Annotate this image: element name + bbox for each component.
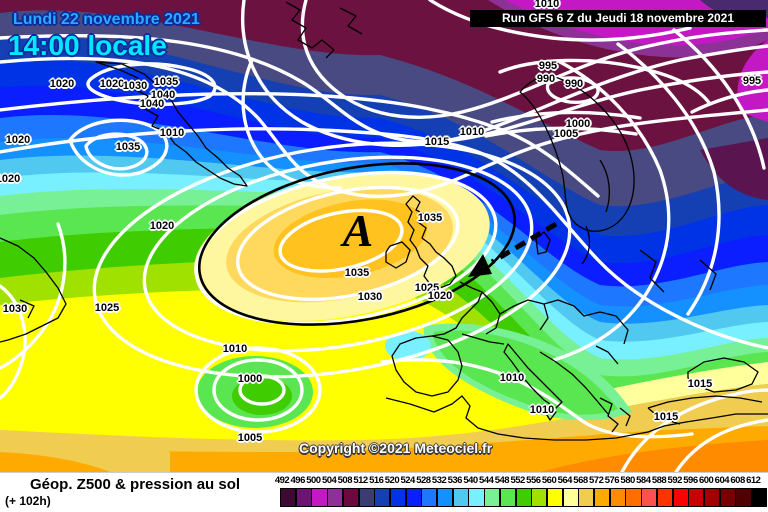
- scale-block: [673, 489, 688, 506]
- scale-block: [563, 489, 578, 506]
- scale-value: 576: [604, 475, 620, 486]
- scale-value: 500: [306, 475, 321, 486]
- high-pressure-marker: A: [342, 205, 374, 256]
- scale-value: 580: [620, 475, 635, 486]
- high-annotation: [197, 162, 558, 326]
- scale-value: 516: [369, 475, 384, 486]
- scale-block: [406, 489, 421, 506]
- scale-value: 604: [714, 475, 730, 486]
- scale-value: 548: [494, 475, 510, 486]
- scale-block: [500, 489, 515, 506]
- forecast-time: 14:00 locale: [8, 29, 167, 61]
- scale-block: [312, 489, 327, 506]
- scale-value: 496: [290, 475, 306, 486]
- scale-value: 528: [416, 475, 431, 486]
- scale-value: 544: [479, 475, 494, 486]
- scale-block: [453, 489, 468, 506]
- scale-value: 504: [321, 475, 337, 486]
- scale-value: 560: [541, 475, 557, 486]
- scale-block: [595, 489, 610, 506]
- scale-block: [532, 489, 547, 506]
- chart-title: Géop. Z500 & pression au sol: [30, 476, 241, 493]
- scale-block: [328, 489, 343, 506]
- scale-block: [343, 489, 358, 506]
- scale-value: 608: [730, 475, 745, 486]
- scale-block: [422, 489, 437, 506]
- scale-block: [752, 489, 767, 506]
- scale-block: [359, 489, 374, 506]
- copyright-text: Copyright ©2021 Meteociel.fr: [299, 440, 493, 456]
- scale-value: 600: [698, 475, 714, 486]
- scale-block: [547, 489, 563, 506]
- scale-block: [485, 489, 500, 506]
- scale-value: 592: [667, 475, 683, 486]
- scale-block: [704, 489, 720, 506]
- map-canvas: 1020102010301035104010401010102010351020…: [0, 0, 768, 472]
- scale-value: 552: [510, 475, 525, 486]
- contour-lines: [0, 0, 768, 472]
- scale-value: 492: [274, 475, 290, 486]
- flow-arrow-shaft: [490, 221, 558, 265]
- scale-value: 524: [400, 475, 415, 486]
- scale-block: [610, 489, 625, 506]
- forecast-date: Lundi 22 novembre 2021: [13, 11, 200, 28]
- scale-blocks: [280, 488, 767, 507]
- scale-block: [720, 489, 735, 506]
- scale-block: [657, 489, 672, 506]
- scale-block: [626, 489, 641, 506]
- scale-block: [642, 489, 657, 506]
- scale-value: 508: [337, 475, 353, 486]
- scale-value: 532: [431, 475, 447, 486]
- model-run-info: Run GFS 6 Z du Jeudi 18 novembre 2021: [470, 10, 766, 27]
- scale-block: [469, 489, 484, 506]
- scale-value: 536: [447, 475, 463, 486]
- scale-value: 588: [651, 475, 667, 486]
- scale-value: 540: [463, 475, 478, 486]
- scale-value: 584: [636, 475, 651, 486]
- scale-value: 520: [384, 475, 400, 486]
- map-art: [0, 0, 768, 472]
- scale-block: [579, 489, 594, 506]
- legend-bar: Géop. Z500 & pression au sol (+ 102h) 49…: [0, 472, 768, 512]
- scale-block: [438, 489, 453, 506]
- date-overlay: Lundi 22 novembre 2021 14:00 locale: [8, 11, 200, 61]
- scale-value: 556: [526, 475, 541, 486]
- scale-value: 512: [353, 475, 368, 486]
- coastlines: [0, 1, 768, 441]
- scale-block: [390, 489, 406, 506]
- color-scale: 492 496 500 504 508 512 516 520 524 528 532 536 540 5…: [274, 473, 768, 512]
- scale-block: [375, 489, 390, 506]
- scale-block: [296, 489, 311, 506]
- scale-labels: 492 496 500 504 508 512 516 520 524 528 532 536 540 5…: [274, 475, 768, 487]
- scale-value: 612: [746, 475, 761, 486]
- scale-value: 572: [589, 475, 604, 486]
- scale-value: 596: [683, 475, 698, 486]
- scale-value: 568: [573, 475, 588, 486]
- scale-value: 564: [557, 475, 573, 486]
- scale-block: [736, 489, 751, 506]
- scale-block: [516, 489, 531, 506]
- flow-arrow-head: [468, 254, 492, 277]
- forecast-lead-time: (+ 102h): [5, 494, 51, 508]
- scale-block: [689, 489, 704, 506]
- scale-block: [281, 489, 296, 506]
